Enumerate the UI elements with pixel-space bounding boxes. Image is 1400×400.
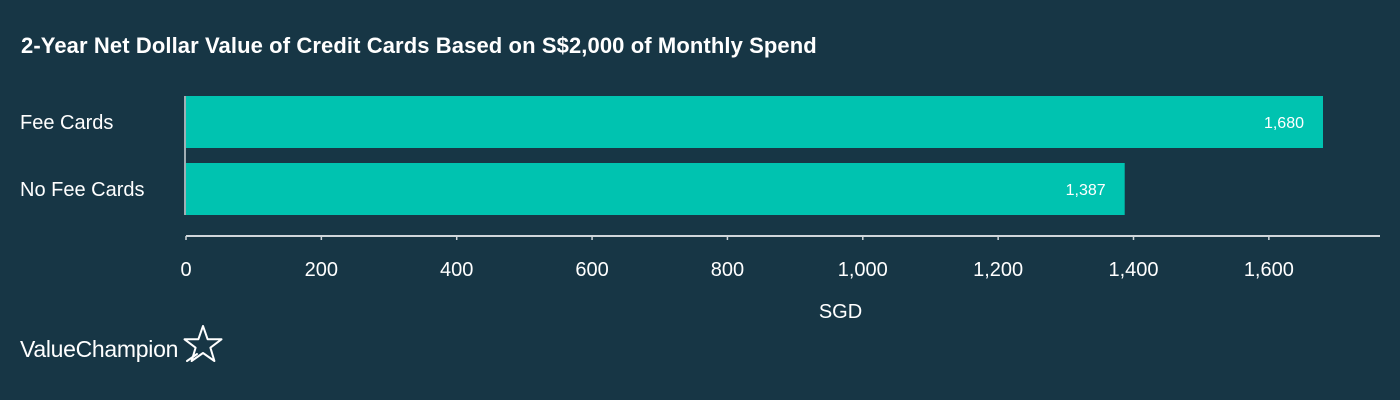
x-tick-label: 800: [711, 259, 744, 281]
brand-name: ValueChampion: [20, 336, 179, 362]
x-tick-label: 1,000: [838, 259, 888, 281]
brand-logo: ValueChampion: [20, 325, 224, 369]
x-axis-title: SGD: [819, 301, 862, 323]
x-tick-label: 1,200: [973, 259, 1023, 281]
data-label: 1,680: [1264, 115, 1304, 132]
category-label: Fee Cards: [20, 112, 113, 134]
bar: [186, 96, 1323, 148]
x-tick-label: 400: [440, 259, 473, 281]
x-tick-label: 1,600: [1244, 259, 1294, 281]
bar: [186, 163, 1125, 215]
star-outline-icon: [182, 324, 224, 369]
chart-title: 2-Year Net Dollar Value of Credit Cards …: [21, 33, 817, 58]
x-tick-label: 1,400: [1108, 259, 1158, 281]
x-tick-label: 200: [305, 259, 338, 281]
data-label: 1,387: [1066, 182, 1106, 199]
x-tick-label: 600: [575, 259, 608, 281]
x-tick-label: 0: [180, 259, 191, 281]
category-label: No Fee Cards: [20, 179, 145, 201]
